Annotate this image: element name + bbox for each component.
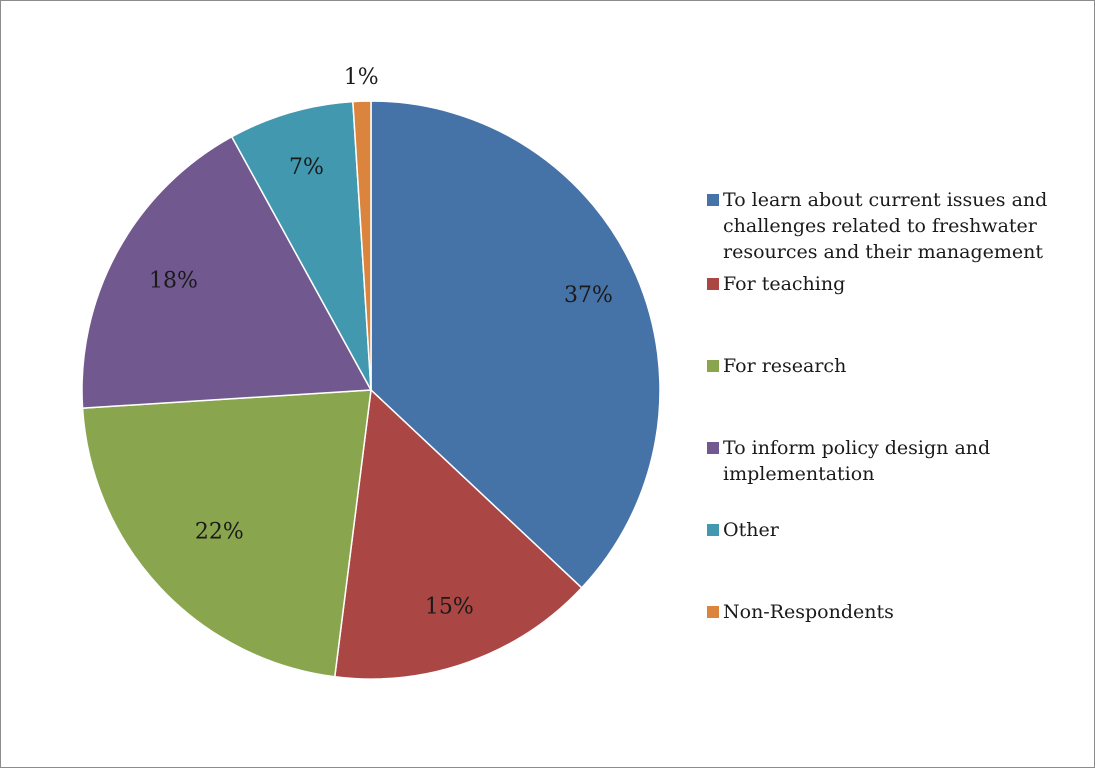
legend-swatch-4 [707, 524, 719, 536]
pie-slice-3 [81, 135, 373, 409]
legend-item-2: For research [707, 353, 1083, 379]
pie-slice-1 [333, 388, 583, 680]
legend-swatch-2 [707, 360, 719, 372]
legend-item-5: Non-Respondents [707, 599, 1083, 625]
legend-swatch-1 [707, 278, 719, 290]
legend-label-5: Non-Respondents [723, 601, 894, 623]
slice-label-3: 18% [149, 268, 198, 293]
legend-swatch-3 [707, 442, 719, 454]
legend-item-4: Other [707, 517, 1083, 543]
slice-label-2: 22% [195, 519, 244, 544]
slice-label-4: 7% [289, 155, 324, 180]
slice-label-0: 37% [564, 283, 613, 308]
legend-label-3: To inform policy design and implementati… [723, 437, 991, 485]
pie-slice-5 [352, 100, 372, 391]
legend-item-3: To inform policy design and implementati… [707, 435, 1083, 487]
slice-label-1: 15% [425, 595, 474, 620]
legend-item-0: To learn about current issues and challe… [707, 187, 1083, 265]
legend-label-2: For research [723, 355, 847, 377]
legend-swatch-0 [707, 194, 719, 206]
legend-swatch-5 [707, 606, 719, 618]
legend-label-4: Other [723, 519, 779, 541]
pie-slice-0 [370, 100, 661, 589]
legend-label-0: To learn about current issues and challe… [723, 189, 1048, 263]
legend-item-1: For teaching [707, 271, 1083, 297]
legend-label-1: For teaching [723, 273, 846, 295]
pie-slice-2 [81, 389, 372, 678]
pie-slice-4 [230, 100, 372, 391]
slice-label-5: 1% [344, 65, 379, 90]
